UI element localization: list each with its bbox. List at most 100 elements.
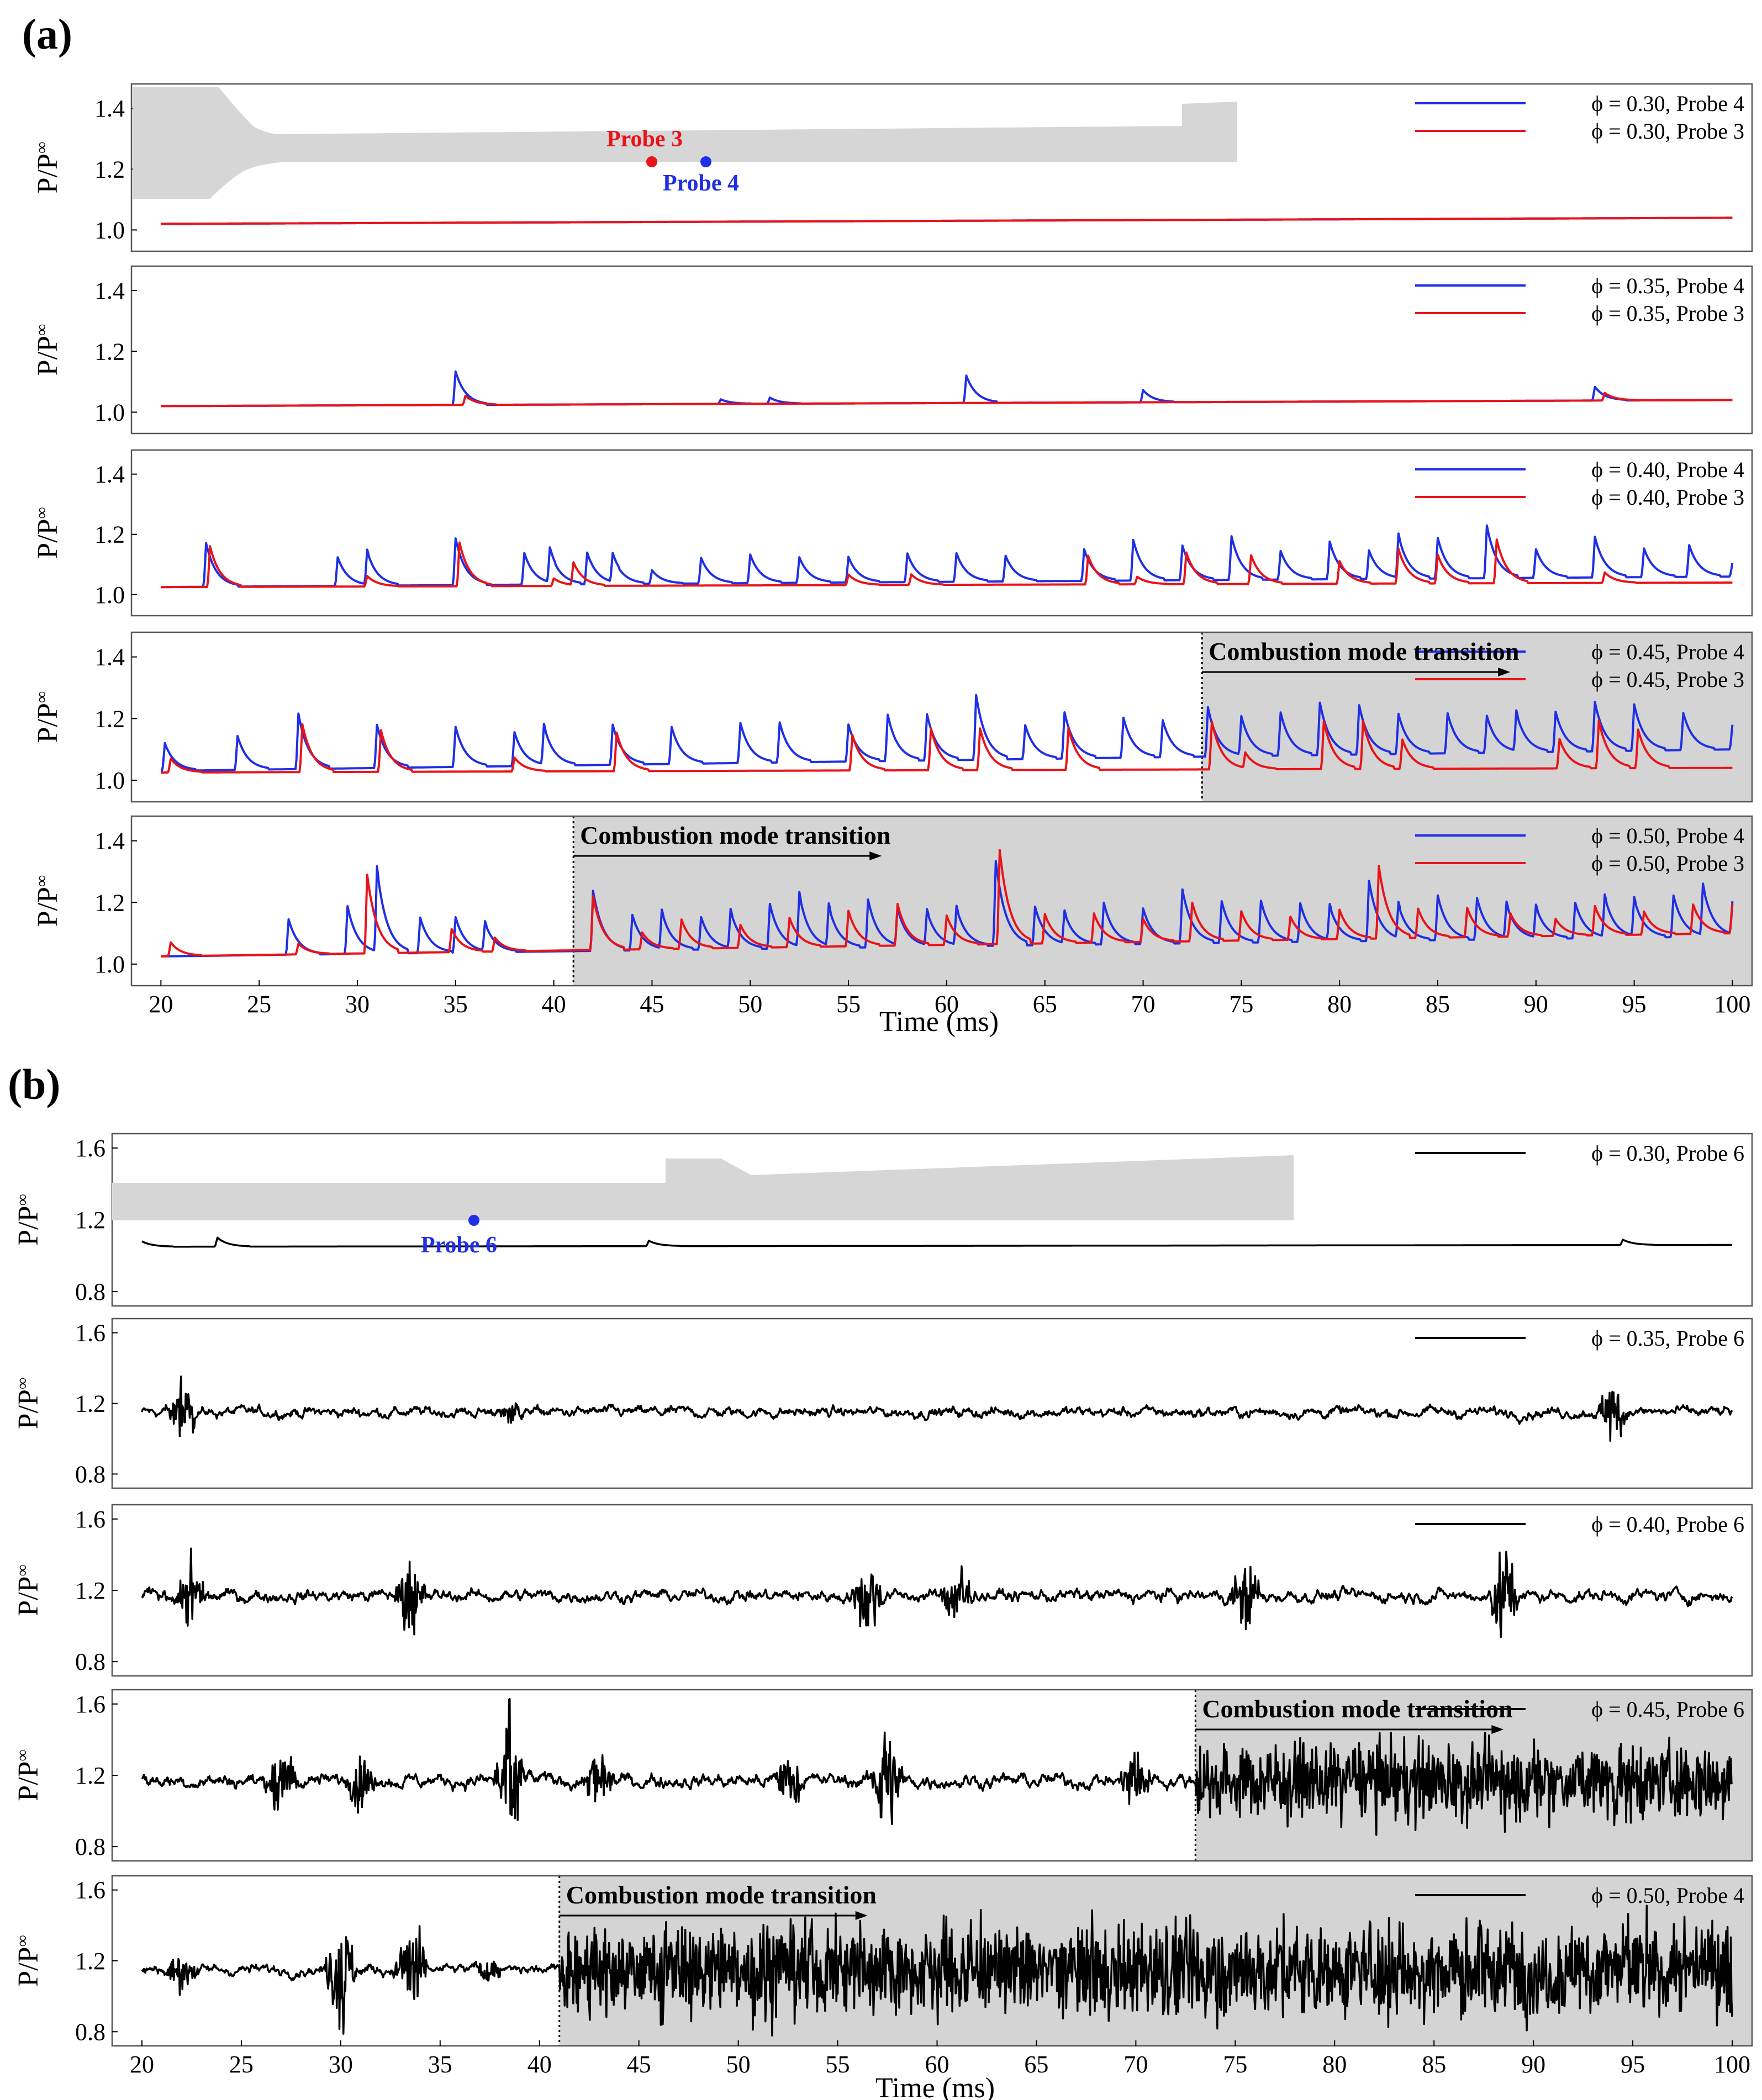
series-line-b4-0 <box>141 1698 1733 1836</box>
ytick-label-a1: 1.4 <box>94 95 125 122</box>
legend-entry-b2-0: ϕ = 0.35, Probe 6 <box>1591 1326 1744 1351</box>
annotation-b4: Combustion mode transition <box>1202 1695 1512 1723</box>
plot-frame-a2 <box>130 265 1753 435</box>
series-line-b3-0 <box>141 1547 1733 1638</box>
xtick-label-b5: 80 <box>1322 2051 1347 2078</box>
ytick-label-a5: 1.4 <box>94 828 125 855</box>
xtick-label-b5: 45 <box>627 2051 651 2078</box>
ytick-label-a5: 1.2 <box>94 889 125 916</box>
combustor-geometry-inset-a: Probe 3 Probe 4 <box>133 87 1237 199</box>
xtick-label-b5: 25 <box>229 2051 254 2078</box>
ytick-label-b3: 0.8 <box>75 1648 105 1675</box>
xtick-label-a5: 55 <box>836 991 861 1018</box>
xtick-label-b5: 60 <box>925 2051 949 2078</box>
xtick-label-a5: 95 <box>1622 991 1647 1018</box>
legend-entry-b1-0: ϕ = 0.30, Probe 6 <box>1591 1141 1744 1166</box>
xtick-label-b5: 85 <box>1422 2051 1446 2078</box>
annotation-a4: Combustion mode transition <box>1209 637 1519 665</box>
plot-frame-a3 <box>130 449 1753 617</box>
y-axis-label-b3: P/P∞ <box>13 1564 44 1616</box>
y-axis-label-b5: P/P∞ <box>13 1935 44 1987</box>
probe-6-marker <box>468 1215 479 1226</box>
combustor-geometry-b <box>112 1155 1294 1220</box>
xtick-label-b5: 70 <box>1123 2051 1148 2078</box>
series-line-a3-1 <box>161 538 1733 589</box>
chart-panel-a3: 1.0 1.2 1.4 P/P∞ ϕ = 0.40, Probe 4 ϕ = 0.40, … <box>32 449 1753 617</box>
xtick-label-a5: 25 <box>247 991 271 1018</box>
series-line-a4-0 <box>161 694 1734 773</box>
xtick-label-a5: 60 <box>935 991 959 1018</box>
series-line-a5-0 <box>161 860 1734 958</box>
ytick-label-a1: 1.2 <box>94 156 125 183</box>
plot-frame-b2 <box>111 1318 1753 1489</box>
legend-entry-a5-0: ϕ = 0.50, Probe 4 <box>1591 823 1744 848</box>
ytick-label-a1: 1.0 <box>94 216 125 244</box>
xtick-label-b5: 65 <box>1024 2051 1048 2078</box>
annotation-b5: Combustion mode transition <box>566 1881 877 1909</box>
y-axis-label-a1: P/P∞ <box>32 142 64 194</box>
plot-frame-a4 <box>130 631 1753 803</box>
combustor-geometry-a <box>133 87 1237 199</box>
xtick-label-b5: 75 <box>1223 2051 1247 2078</box>
ytick-label-b2: 0.8 <box>75 1461 105 1488</box>
ytick-label-b5: 1.2 <box>75 1948 105 1975</box>
probe-3-marker <box>646 156 657 167</box>
series-line-b1-0 <box>141 1236 1732 1248</box>
xtick-label-a5: 75 <box>1229 991 1253 1018</box>
xtick-label-b5: 30 <box>329 2051 353 2078</box>
chart-panel-a5: 1.0 1.2 1.4 20 25 30 35 40 45 50 55 60 65 70 75 80 85 90 9… <box>32 815 1753 1018</box>
y-axis-label-a4: P/P∞ <box>32 691 64 743</box>
series-line-a2-1 <box>161 392 1733 408</box>
ytick-label-a3: 1.2 <box>94 521 125 548</box>
xtick-label-a5: 85 <box>1426 991 1450 1018</box>
xtick-label-b5: 55 <box>826 2051 850 2078</box>
legend-entry-a2-0: ϕ = 0.35, Probe 4 <box>1591 273 1744 298</box>
probe-4-label: Probe 4 <box>663 171 739 196</box>
annotation-arrowhead-b5 <box>855 1911 868 1920</box>
ytick-label-b1: 0.8 <box>75 1278 105 1305</box>
y-axis-label-b2: P/P∞ <box>13 1378 44 1430</box>
x-axis-label-a: Time (ms) <box>879 1006 999 1038</box>
y-axis-label-b1: P/P∞ <box>13 1194 44 1246</box>
legend-entry-a2-1: ϕ = 0.35, Probe 3 <box>1591 301 1744 326</box>
ytick-label-a3: 1.0 <box>94 581 125 609</box>
xtick-label-a5: 90 <box>1524 991 1548 1018</box>
ytick-label-b2: 1.6 <box>75 1320 105 1347</box>
xtick-label-b5: 35 <box>428 2051 452 2078</box>
legend-entry-a5-1: ϕ = 0.50, Probe 3 <box>1591 851 1744 876</box>
xtick-label-a5: 65 <box>1033 991 1057 1018</box>
series-line-b5-0 <box>141 1905 1733 2037</box>
legend-entry-a4-1: ϕ = 0.45, Probe 3 <box>1591 667 1744 692</box>
chart-panel-b5: 0.8 1.2 1.6 20 25 30 35 40 45 50 55 60 65 70 75 80 85 90 9… <box>13 1875 1753 2078</box>
ytick-label-b2: 1.2 <box>75 1390 105 1417</box>
ytick-label-b4: 1.2 <box>75 1762 105 1789</box>
series-line-a1-1 <box>161 216 1733 225</box>
probe-3-label: Probe 3 <box>606 126 683 152</box>
xtick-label-b5: 20 <box>130 2051 154 2078</box>
ytick-label-b5: 1.6 <box>75 1877 105 1904</box>
figure-b-plots: 0.8 1.2 1.6 P/P∞ ϕ = 0.30, Probe 6 0.8 1.2 1.6 P… <box>13 1133 1753 2078</box>
annotation-a5: Combustion mode transition <box>580 821 890 849</box>
series-line-a5-1 <box>161 849 1734 958</box>
xtick-label-b5: 95 <box>1621 2051 1645 2078</box>
legend-entry-a1-1: ϕ = 0.30, Probe 3 <box>1591 119 1744 144</box>
ytick-label-a4: 1.0 <box>94 767 125 794</box>
xtick-label-a5: 100 <box>1714 991 1750 1018</box>
panel-label-a: (a) <box>22 10 72 58</box>
xtick-label-a5: 70 <box>1131 991 1156 1018</box>
legend-entry-a1-0: ϕ = 0.30, Probe 4 <box>1591 91 1744 116</box>
xtick-label-b5: 50 <box>726 2051 751 2078</box>
series-line-b2-0 <box>141 1375 1733 1442</box>
ytick-label-b4: 0.8 <box>75 1833 105 1860</box>
series-line-a4-1 <box>161 719 1733 774</box>
x-axis-label-b: Time (ms) <box>875 2072 995 2100</box>
y-axis-label-a5: P/P∞ <box>32 875 64 927</box>
y-axis-label-a2: P/P∞ <box>32 324 64 376</box>
ytick-label-a2: 1.4 <box>94 277 125 304</box>
legend-entry-a4-0: ϕ = 0.45, Probe 4 <box>1591 639 1744 664</box>
legend-entry-b4-0: ϕ = 0.45, Probe 6 <box>1591 1697 1744 1722</box>
chart-panel-b2: 0.8 1.2 1.6 P/P∞ ϕ = 0.35, Probe 6 <box>13 1318 1753 1489</box>
ytick-label-b1: 1.2 <box>75 1207 105 1234</box>
ytick-label-a4: 1.4 <box>94 644 125 671</box>
